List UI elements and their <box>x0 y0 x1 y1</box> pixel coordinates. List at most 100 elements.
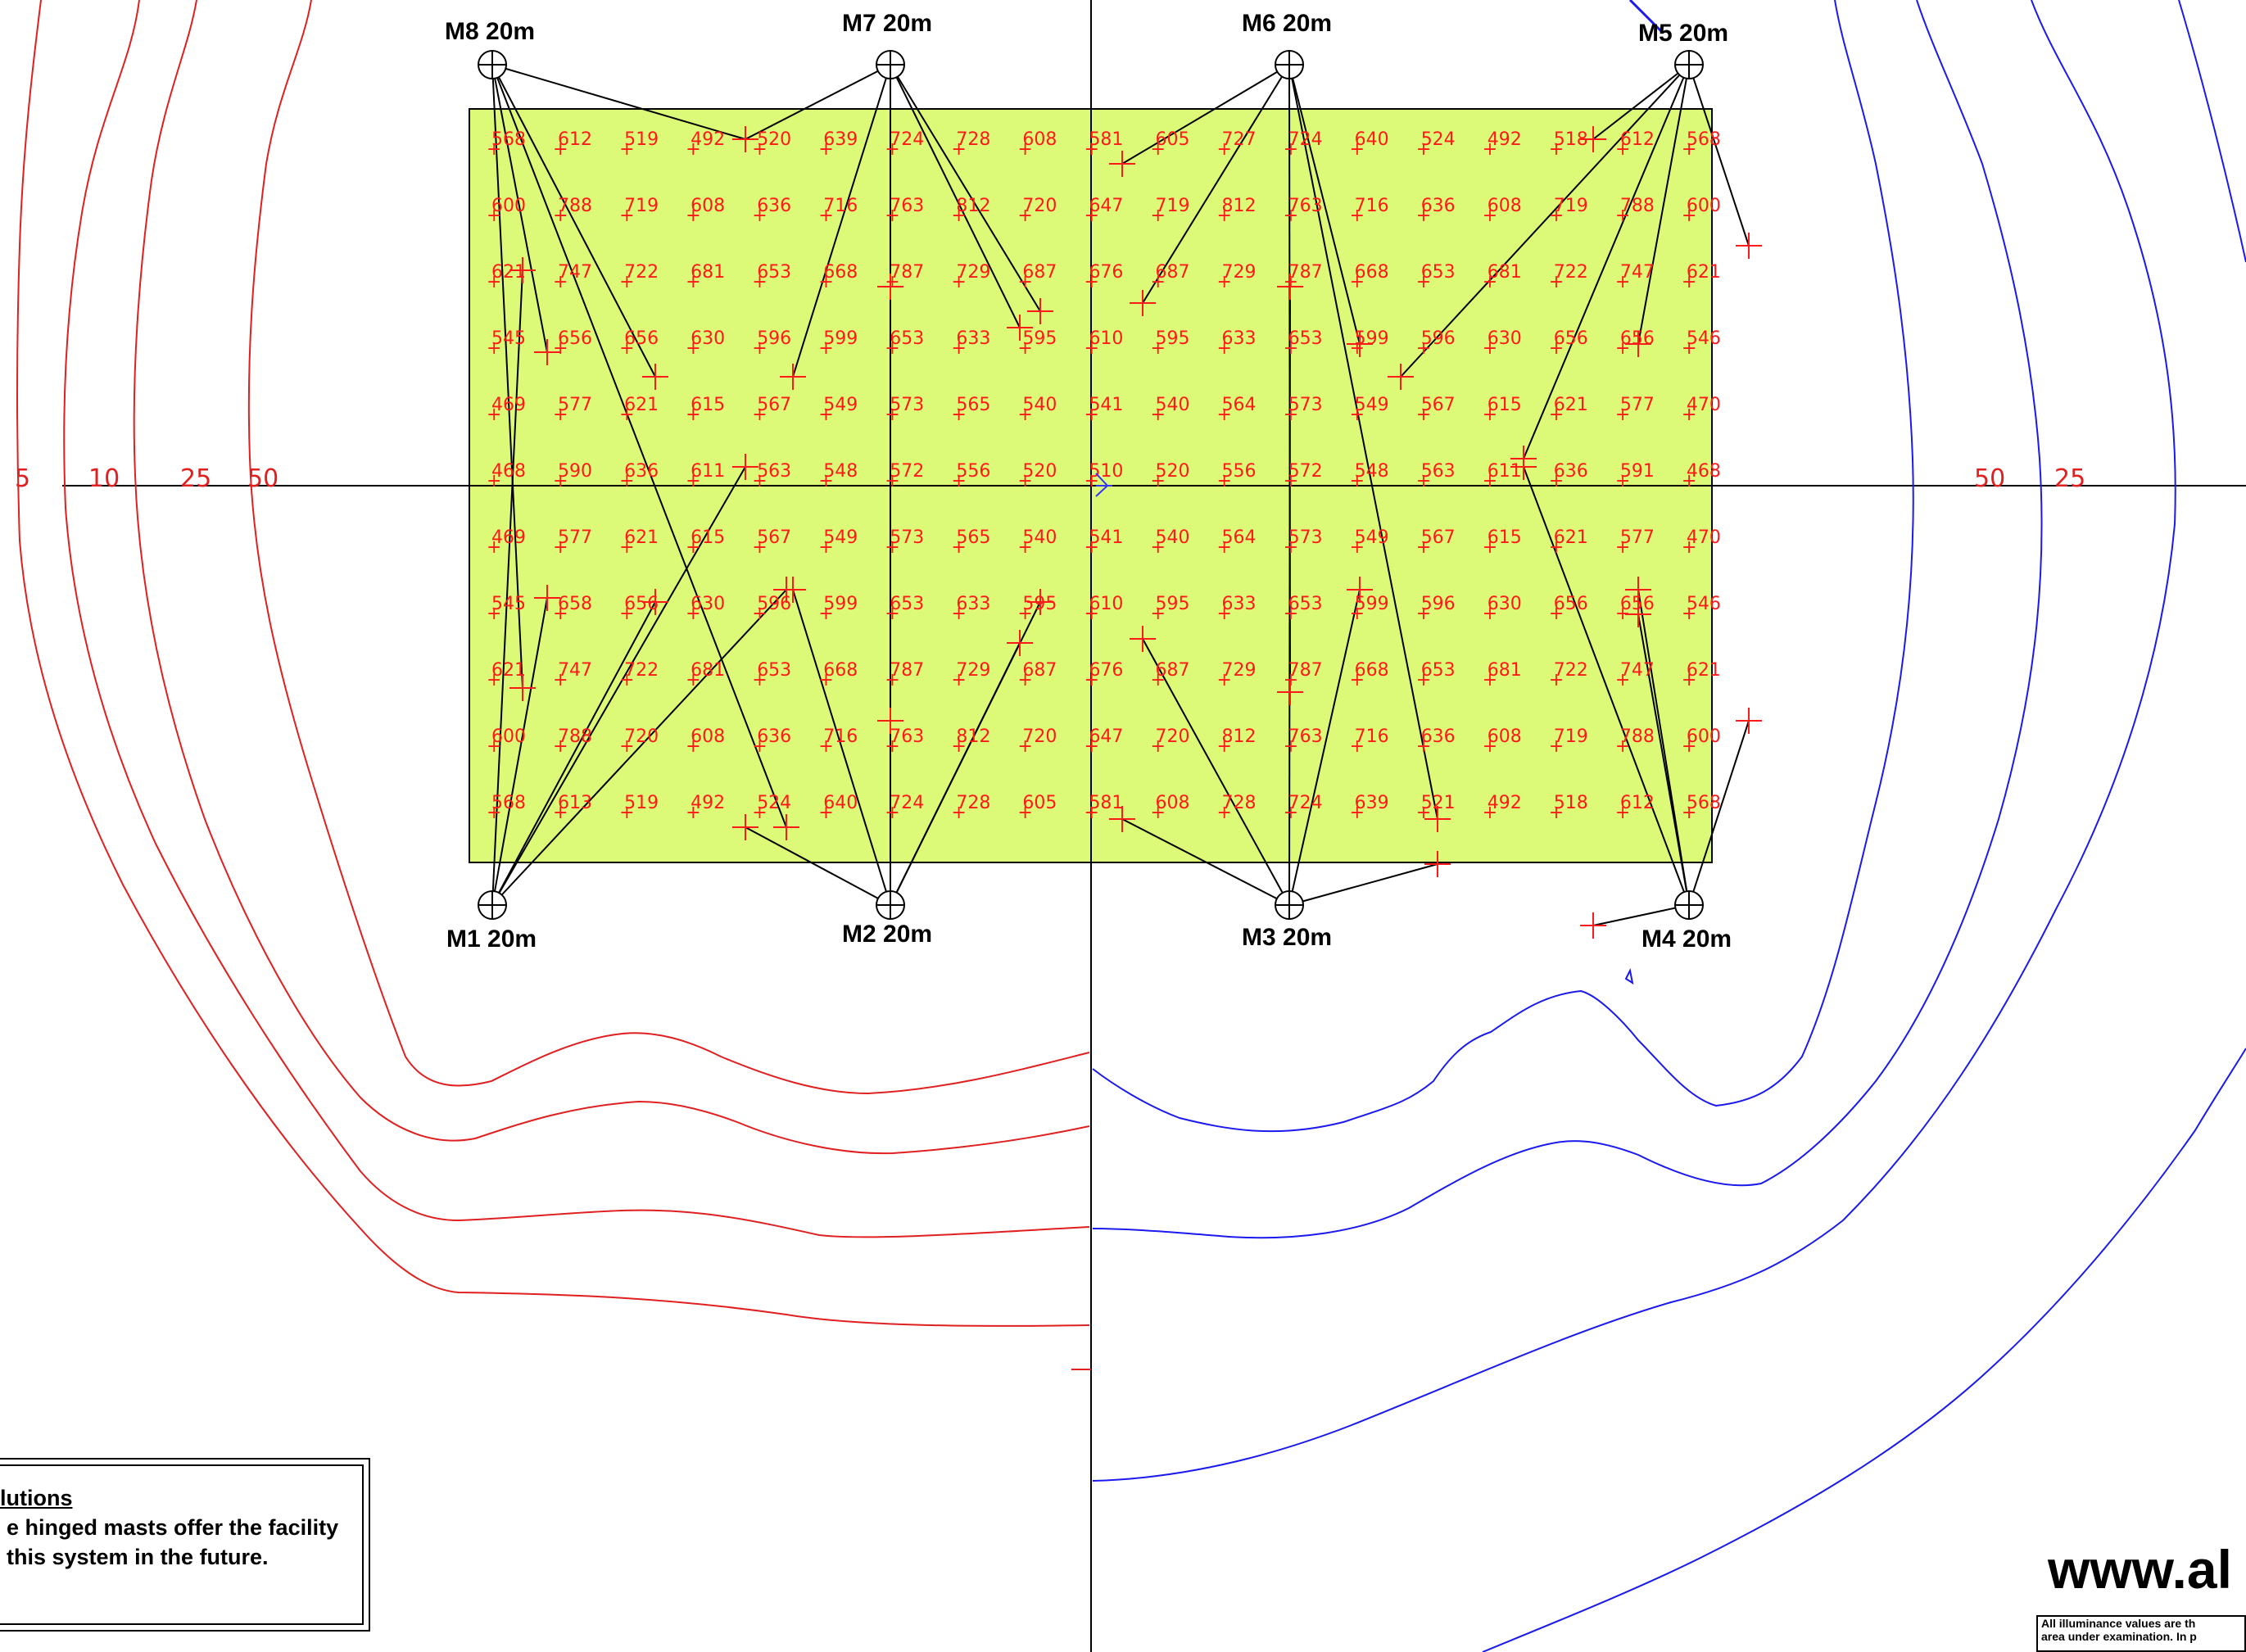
grid-point-marker: + <box>885 604 899 624</box>
grid-value: 610 <box>1089 594 1123 614</box>
notes-line-2: this system in the future. <box>7 1545 269 1569</box>
grid-point-marker: + <box>1084 803 1098 823</box>
grid-value: 568 <box>491 129 526 150</box>
grid-point-marker: + <box>1483 338 1497 359</box>
grid-point-marker: + <box>752 338 767 359</box>
grid-value: 549 <box>823 527 858 548</box>
grid-value: 599 <box>1355 594 1389 614</box>
aim-point <box>877 708 903 734</box>
aim-point <box>509 257 536 283</box>
grid-point-marker: + <box>487 338 501 359</box>
aim-point <box>534 585 560 611</box>
grid-point-marker: + <box>1483 405 1497 425</box>
grid-point-marker: + <box>1549 405 1564 425</box>
grid-value: 572 <box>1288 461 1323 482</box>
aim-point <box>732 126 758 152</box>
grid-value: 540 <box>1022 395 1057 415</box>
grid-value: 722 <box>1554 262 1588 283</box>
grid-point-marker: + <box>1682 405 1696 425</box>
grid-value: 681 <box>691 262 725 283</box>
grid-value: 581 <box>1089 793 1123 813</box>
grid-point-marker: + <box>1416 803 1431 823</box>
grid-value: 468 <box>491 461 526 482</box>
iso-label-50-right: 50 <box>1974 464 2005 493</box>
grid-point-marker: + <box>1084 736 1098 757</box>
grid-value: 600 <box>491 196 526 216</box>
grid-point-marker: + <box>1350 670 1365 690</box>
grid-value: 520 <box>1156 461 1190 482</box>
grid-point-marker: + <box>1682 272 1696 292</box>
grid-point-marker: + <box>951 537 966 558</box>
grid-value: 812 <box>1222 196 1257 216</box>
contour-50-left <box>247 0 1090 1095</box>
grid-value: 568 <box>491 793 526 813</box>
grid-point-marker: + <box>1217 471 1232 491</box>
grid-point-marker: + <box>1682 803 1696 823</box>
grid-value: 763 <box>1288 726 1323 747</box>
grid-value: 608 <box>1488 726 1522 747</box>
grid-value: 763 <box>890 726 924 747</box>
aim-point <box>1130 626 1156 652</box>
grid-value: 787 <box>1288 660 1323 681</box>
grid-point-marker: + <box>1017 272 1032 292</box>
grid-point-marker: + <box>1483 206 1497 226</box>
grid-value: 595 <box>1156 594 1190 614</box>
grid-point-marker: + <box>553 537 568 558</box>
mast-label: M6 20m <box>1242 10 1332 37</box>
grid-point-marker: + <box>619 272 634 292</box>
grid-value: 724 <box>1288 129 1323 150</box>
grid-point-marker: + <box>818 736 833 757</box>
grid-value: 687 <box>1022 660 1057 681</box>
grid-point-marker: + <box>619 206 634 226</box>
grid-value: 608 <box>691 196 725 216</box>
grid-point-marker: + <box>818 272 833 292</box>
grid-value: 656 <box>1620 328 1655 349</box>
grid-point-marker: + <box>1217 139 1232 160</box>
grid-value: 520 <box>1022 461 1057 482</box>
grid-point-marker: + <box>1217 405 1232 425</box>
grid-value: 633 <box>956 594 990 614</box>
stray-mark <box>1624 967 1634 985</box>
grid-point-marker: + <box>1084 272 1098 292</box>
grid-value: 636 <box>624 461 659 482</box>
grid-point-marker: + <box>1615 139 1630 160</box>
website-url[interactable]: www.al <box>2048 1539 2232 1600</box>
grid-point-marker: + <box>1217 537 1232 558</box>
grid-value: 653 <box>890 328 924 349</box>
grid-value: 621 <box>1687 660 1721 681</box>
grid-point-marker: + <box>752 272 767 292</box>
isolux-labels: 5 10 25 50 50 25 <box>15 464 2085 493</box>
mast-label: M3 20m <box>1242 924 1332 951</box>
grid-value: 722 <box>1554 660 1588 681</box>
grid-value: 630 <box>1488 594 1522 614</box>
aim-point <box>732 814 758 840</box>
notes-title: lutions <box>0 1486 73 1510</box>
mast-label: M5 20m <box>1638 20 1728 47</box>
grid-value: 653 <box>1421 262 1456 283</box>
grid-value: 639 <box>823 129 858 150</box>
grid-point-marker: + <box>1549 139 1564 160</box>
iso-label-25-right: 25 <box>2054 464 2085 493</box>
grid-point-marker: + <box>818 604 833 624</box>
grid-value: 556 <box>1222 461 1257 482</box>
grid-point-marker: + <box>1284 537 1298 558</box>
grid-value: 610 <box>1089 328 1123 349</box>
grid-value: 545 <box>491 328 526 349</box>
grid-point-marker: + <box>1416 272 1431 292</box>
grid-value: 656 <box>624 328 659 349</box>
grid-point-marker: + <box>487 471 501 491</box>
grid-value: 572 <box>890 461 924 482</box>
grid-point-marker: + <box>1017 405 1032 425</box>
aim-point <box>1736 233 1762 259</box>
grid-value: 518 <box>1554 129 1588 150</box>
grid-value: 612 <box>1620 793 1655 813</box>
grid-point-marker: + <box>885 471 899 491</box>
grid-value: 656 <box>1554 594 1588 614</box>
grid-point-marker: + <box>1151 338 1166 359</box>
aim-line <box>1688 720 1750 906</box>
grid-value: 581 <box>1089 129 1123 150</box>
grid-point-marker: + <box>1615 803 1630 823</box>
grid-value: 621 <box>491 262 526 283</box>
grid-value: 729 <box>956 262 990 283</box>
